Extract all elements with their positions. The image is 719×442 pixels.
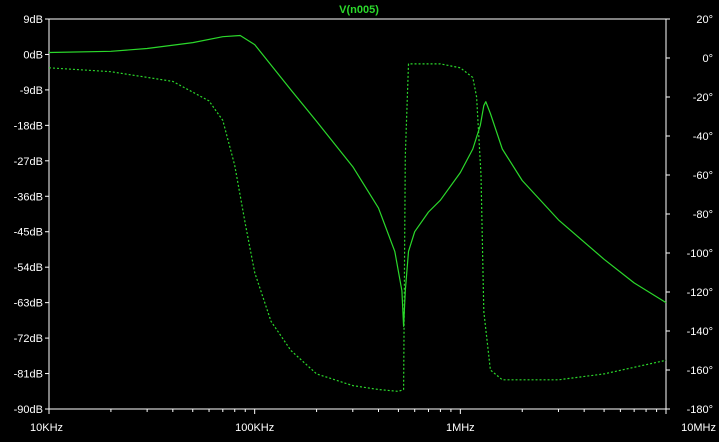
y-right-tick-label: -40°	[693, 131, 713, 143]
magnitude-trace	[48, 34, 667, 327]
y-right-tick-label: -60°	[693, 170, 713, 182]
y-left-tick-label: -18dB	[14, 120, 43, 132]
ticks-layer: 9dB 0dB -9dB -18dB -27dB -36dB -45dB -54dB -63dB…	[14, 14, 716, 434]
y-left-tick-label: -27dB	[14, 156, 43, 168]
axes-layer	[48, 18, 667, 410]
x-tick-label: 100KHz	[235, 422, 274, 434]
y-left-tick-label: -54dB	[14, 262, 43, 274]
y-right-tick-label: -160°	[687, 365, 713, 377]
y-left-tick-label: 0dB	[23, 49, 43, 61]
y-right-tick-label: -20°	[693, 92, 713, 104]
y-left-tick-label: -45dB	[14, 227, 43, 239]
x-tick-label: 10KHz	[30, 422, 63, 434]
y-right-tick-label: -180°	[687, 404, 713, 416]
y-left-tick-label: -36dB	[14, 191, 43, 203]
phase-trace	[48, 63, 667, 392]
y-right-tick-label: 20°	[696, 14, 713, 26]
y-left-tick-label: -81dB	[14, 369, 43, 381]
x-tick-label: 10MHz	[681, 422, 716, 434]
y-right-tick-label: -80°	[693, 209, 713, 221]
y-right-tick-label: -120°	[687, 287, 713, 299]
y-right-tick-label: -100°	[687, 248, 713, 260]
y-left-tick-label: -90dB	[14, 404, 43, 416]
y-right-tick-label: 0°	[702, 53, 713, 65]
plot-frame	[48, 18, 667, 410]
chart-title: V(n005)	[339, 4, 379, 16]
x-tick-label: 1MHz	[446, 422, 475, 434]
series-layer	[48, 34, 667, 392]
y-right-tick-label: -140°	[687, 326, 713, 338]
y-left-tick-label: -72dB	[14, 333, 43, 345]
y-left-tick-label: -9dB	[20, 85, 43, 97]
y-left-tick-label: 9dB	[23, 14, 43, 26]
y-left-tick-label: -63dB	[14, 298, 43, 310]
